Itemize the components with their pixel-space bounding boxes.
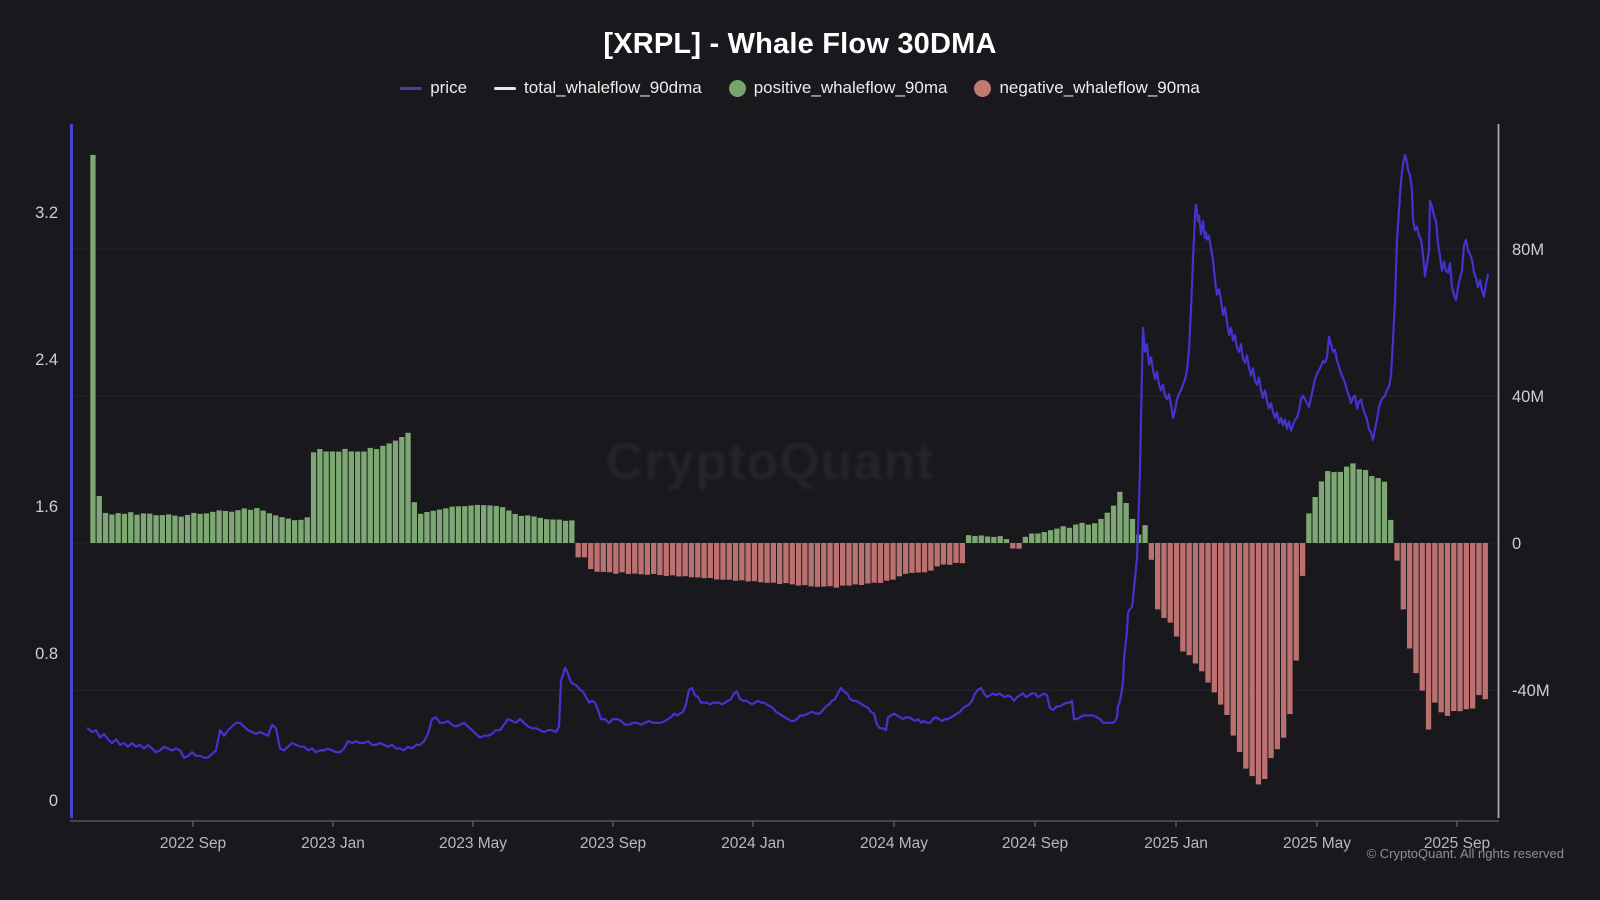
svg-text:0: 0 [49, 792, 58, 810]
page-title: [XRPL] - Whale Flow 30DMA [603, 28, 997, 60]
svg-text:2023 Jan: 2023 Jan [301, 835, 365, 852]
svg-text:40M: 40M [1512, 388, 1544, 406]
x-axis-tick-labels: 2022 Sep 2023 Jan 2023 May 2023 Sep 2024 Jan… [160, 835, 1490, 852]
svg-text:2.4: 2.4 [35, 351, 58, 369]
legend-label: negative_whaleflow_90ma [999, 78, 1200, 97]
right-axis-tick-labels: 80M 40M 0 -40M [1512, 241, 1550, 700]
left-axis-tick-labels: 3.2 2.4 1.6 0.8 0 [35, 204, 58, 810]
total-whaleflow-line-swatch-icon [494, 86, 517, 90]
legend-item-total-whaleflow[interactable]: total_whaleflow_90dma [494, 78, 702, 98]
svg-text:2022 Sep: 2022 Sep [160, 835, 226, 852]
copyright-notice: © CryptoQuant. All rights reserved [1366, 846, 1564, 861]
svg-text:1.6: 1.6 [35, 498, 58, 516]
chart-legend: price total_whaleflow_90dma positive_wha… [0, 78, 1600, 98]
svg-text:0.8: 0.8 [35, 645, 58, 663]
svg-text:0: 0 [1512, 535, 1521, 553]
legend-item-price[interactable]: price [400, 78, 467, 98]
svg-text:2025 Jan: 2025 Jan [1144, 835, 1208, 852]
legend-label: positive_whaleflow_90ma [753, 78, 948, 97]
legend-label: price [430, 78, 468, 97]
svg-text:2024 Jan: 2024 Jan [721, 835, 785, 852]
legend-item-negative-whaleflow[interactable]: negative_whaleflow_90ma [974, 78, 1200, 98]
svg-text:2025 Sep: 2025 Sep [1424, 835, 1490, 852]
svg-text:2024 Sep: 2024 Sep [1002, 835, 1068, 852]
svg-text:-40M: -40M [1512, 682, 1550, 700]
svg-text:2023 Sep: 2023 Sep [580, 835, 646, 852]
svg-text:3.2: 3.2 [35, 204, 58, 222]
svg-text:2025 May: 2025 May [1283, 835, 1351, 852]
legend-item-positive-whaleflow[interactable]: positive_whaleflow_90ma [728, 78, 948, 98]
positive-whaleflow-circle-swatch-icon [728, 79, 746, 97]
price-line [86, 153, 1490, 759]
svg-text:2023 May: 2023 May [439, 835, 507, 852]
svg-text:80M: 80M [1512, 241, 1544, 259]
whaleflow-bars [90, 154, 1488, 785]
price-line-swatch-icon [400, 86, 423, 90]
svg-text:2024 May: 2024 May [860, 835, 928, 852]
bottom-time-axis [70, 820, 1499, 827]
legend-label: total_whaleflow_90dma [524, 78, 702, 97]
negative-whaleflow-circle-swatch-icon [974, 79, 992, 97]
cryptoquant-watermark: CryptoQuant [605, 433, 935, 491]
